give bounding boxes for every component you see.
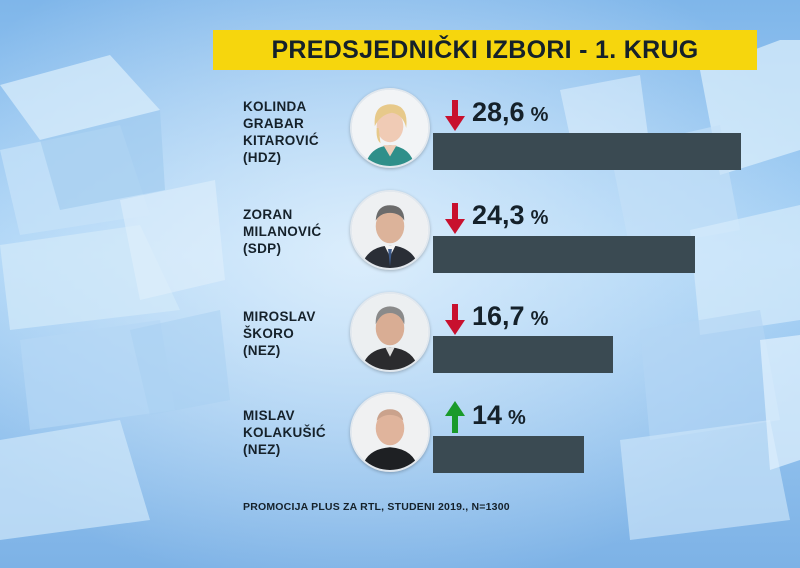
candidate-name-line: ŠKORO	[243, 326, 295, 341]
candidate-name-line: ZORAN	[243, 207, 293, 222]
percent-sign: %	[530, 207, 549, 229]
candidate-value-3: 16,7%	[472, 301, 548, 332]
value-number: 24,3	[472, 200, 525, 230]
candidate-name-line: GRABAR	[243, 116, 305, 131]
bar	[433, 436, 584, 473]
candidate-name-line: KITAROVIĆ	[243, 133, 319, 148]
candidate-photo-milanovic	[350, 190, 430, 270]
candidate-name-line: MISLAV	[243, 408, 295, 423]
candidate-name-line: (SDP)	[243, 241, 282, 256]
candidate-name-2: ZORAN MILANOVIĆ (SDP)	[243, 206, 353, 257]
candidate-value-2: 24,3%	[472, 200, 548, 231]
percent-sign: %	[530, 308, 549, 330]
candidate-name-line: KOLAKUŠIĆ	[243, 425, 326, 440]
percent-sign: %	[508, 407, 526, 429]
candidate-name-line: (NEZ)	[243, 343, 281, 358]
candidate-name-line: MILANOVIĆ	[243, 224, 322, 239]
value-number: 14	[472, 400, 503, 430]
candidate-value-4: 14%	[472, 400, 526, 431]
candidate-name-line: KOLINDA	[243, 99, 307, 114]
bar	[433, 336, 613, 373]
bar	[433, 133, 741, 170]
candidate-name-3: MIROSLAV ŠKORO (NEZ)	[243, 308, 353, 359]
candidate-name-4: MISLAV KOLAKUŠIĆ (NEZ)	[243, 407, 353, 458]
percent-sign: %	[530, 104, 549, 126]
candidate-photo-kolakusic	[350, 392, 430, 472]
arrow-down-icon	[445, 100, 465, 131]
bar	[433, 236, 695, 273]
arrow-up-icon	[445, 401, 465, 433]
value-number: 16,7	[472, 301, 525, 331]
arrow-down-icon	[445, 304, 465, 335]
arrow-down-icon	[445, 203, 465, 234]
candidate-photo-skoro	[350, 292, 430, 372]
value-number: 28,6	[472, 97, 525, 127]
candidate-photo-kitarovic	[350, 88, 430, 168]
candidate-name-line: (HDZ)	[243, 150, 282, 165]
candidate-name-line: MIROSLAV	[243, 309, 316, 324]
candidate-value-1: 28,6%	[472, 97, 548, 128]
source-footnote: PROMOCIJA PLUS ZA RTL, STUDENI 2019., N=…	[243, 501, 510, 513]
candidate-name-line: (NEZ)	[243, 442, 281, 457]
candidate-name-1: KOLINDA GRABAR KITAROVIĆ (HDZ)	[243, 98, 353, 166]
page-title: PREDSJEDNIČKI IZBORI - 1. KRUG	[213, 30, 757, 70]
